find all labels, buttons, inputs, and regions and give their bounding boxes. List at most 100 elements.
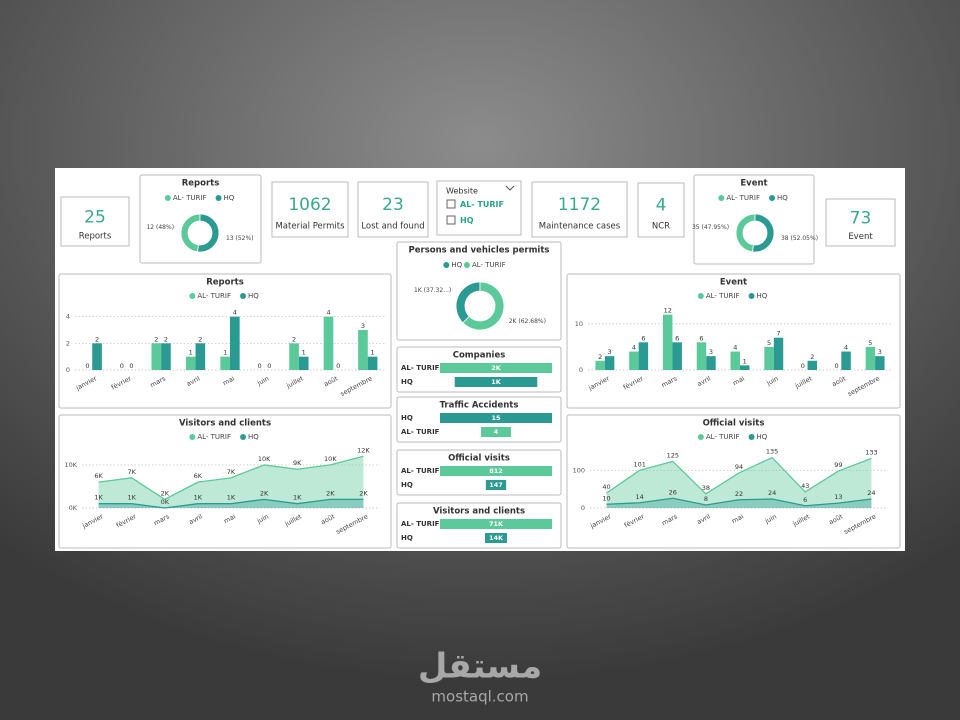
data-label: 1K [94, 494, 103, 502]
data-label: 812 [489, 467, 503, 475]
y-tick-label: 0 [581, 504, 585, 512]
legend-label: HQ [777, 194, 788, 202]
data-label: 71K [489, 520, 504, 528]
slicer: Website AL- TURIF HQ [436, 180, 522, 236]
bar [92, 343, 102, 370]
watermark-domain: mostaql.com [431, 688, 528, 706]
bar [629, 351, 639, 370]
slicer-option[interactable]: AL- TURIF [460, 200, 504, 209]
bar [220, 356, 230, 370]
bar [672, 342, 682, 370]
card [825, 198, 896, 247]
bar [289, 343, 299, 370]
data-label: 133 [865, 448, 877, 456]
slicer-title: Website [446, 187, 478, 196]
funnel-bar [485, 480, 507, 490]
legend-label: HQ [248, 292, 259, 300]
bar [230, 316, 240, 370]
bar [298, 356, 309, 370]
data-label: 26 [669, 488, 677, 496]
data-label: 0 [835, 362, 839, 370]
card-value: 4 [656, 196, 667, 216]
bar [764, 346, 774, 370]
data-label: 6K [194, 472, 203, 480]
legend-marker [164, 195, 171, 201]
card-value: 1172 [558, 195, 601, 215]
data-label: 13 [834, 493, 842, 501]
data-label: 0 [85, 362, 89, 370]
category-label: AL- TURIF [401, 364, 440, 372]
data-label: 2 [810, 353, 814, 361]
card-value: 23 [382, 195, 404, 215]
area [606, 498, 872, 508]
area [606, 457, 872, 508]
legend-marker [697, 434, 704, 440]
legend-label: HQ [757, 292, 768, 300]
chart-title: Reports [206, 278, 244, 288]
chevron[interactable] [505, 185, 515, 191]
chart-title: Reports [182, 179, 220, 189]
bar [638, 342, 649, 370]
bar [358, 330, 368, 370]
y-tick-label: 10 [575, 320, 583, 328]
legend-label: AL- TURIF [173, 194, 207, 202]
funnel-bar [440, 466, 552, 476]
bar [185, 356, 196, 370]
checkbox[interactable] [446, 215, 456, 225]
data-label: 6 [699, 334, 703, 342]
legend-marker [189, 293, 196, 299]
legend-label: HQ [757, 433, 768, 441]
data-label: 5 [767, 339, 771, 347]
card-value: 1062 [288, 195, 331, 215]
chart-title: Official visits [448, 454, 510, 464]
data-label: 2K [161, 489, 170, 497]
data-label: 2K [326, 489, 335, 497]
legend-label: AL- TURIF [706, 292, 740, 300]
legend-marker [240, 293, 247, 299]
data-label: 99 [834, 461, 842, 469]
panel [58, 273, 392, 409]
legend-marker [748, 293, 755, 299]
data-label: 4 [326, 309, 330, 317]
card-label: NCR [652, 222, 670, 232]
bar [367, 356, 378, 370]
bar [604, 356, 615, 370]
data-label: 2 [164, 335, 168, 343]
y-tick-label: 0K [69, 504, 78, 512]
panel [566, 273, 901, 409]
funnel-bar [454, 377, 538, 387]
data-label: 1K [194, 494, 203, 502]
data-label: 5 [868, 339, 872, 347]
category-label: HQ [401, 534, 413, 542]
data-label: 24 [867, 489, 875, 497]
data-label: 0 [801, 362, 805, 370]
data-label: 40 [602, 483, 610, 491]
data-label: 38 [702, 484, 710, 492]
data-label: 13 (52%) [226, 235, 254, 242]
legend-marker [240, 434, 247, 440]
donut-slice [197, 213, 220, 253]
funnel-bar [440, 413, 552, 423]
data-label: 3 [608, 348, 612, 356]
card [357, 181, 429, 238]
data-label: 147 [489, 481, 503, 489]
data-label: 101 [633, 460, 645, 468]
data-label: 3 [361, 322, 365, 330]
data-label: 4 [233, 309, 237, 317]
checkbox[interactable] [446, 199, 456, 209]
legend-label: HQ [451, 261, 462, 269]
category-label: HQ [401, 414, 413, 422]
data-label: 35 (47.95%) [692, 224, 729, 231]
data-label: 2 [154, 335, 158, 343]
slicer-option[interactable]: HQ [460, 216, 474, 225]
data-label: 1K (37.32...) [414, 287, 451, 294]
data-label: 6K [94, 472, 103, 480]
data-label: 6 [675, 334, 679, 342]
data-label: 12 [664, 307, 672, 315]
data-label: 9K [293, 459, 302, 467]
line [606, 456, 872, 495]
legend-label: HQ [224, 194, 235, 202]
data-label: 1 [371, 349, 375, 357]
y-tick-label: 2 [66, 339, 70, 347]
line [98, 498, 364, 509]
